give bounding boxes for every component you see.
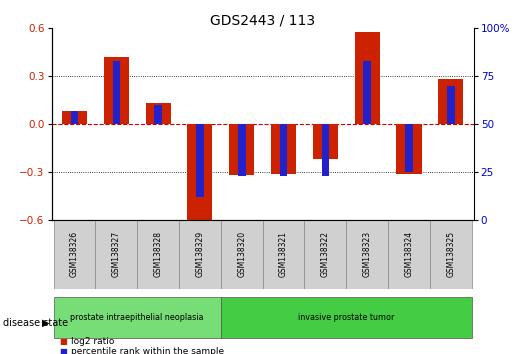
Bar (113, 61, 120, 124)
Bar (62, 112, 87, 124)
Bar (388, 220, 430, 289)
Bar (71, 111, 78, 124)
Text: prostate intraepithelial neoplasia: prostate intraepithelial neoplasia (71, 313, 204, 322)
Bar (95, 220, 137, 289)
Bar (447, 86, 455, 124)
Bar (137, 220, 179, 289)
Bar (364, 61, 371, 124)
Bar (238, 124, 246, 176)
Text: ▶: ▶ (42, 318, 50, 328)
Bar (397, 124, 422, 174)
Bar (221, 220, 263, 289)
Bar (430, 220, 472, 289)
Text: GSM138325: GSM138325 (447, 232, 455, 278)
Bar (304, 220, 346, 289)
Bar (405, 124, 413, 172)
Text: GSM138323: GSM138323 (363, 232, 372, 278)
Text: GSM138327: GSM138327 (112, 232, 121, 278)
Bar (263, 220, 304, 289)
Bar (196, 124, 204, 197)
Title: GDS2443 / 113: GDS2443 / 113 (210, 13, 315, 27)
Bar (154, 105, 162, 124)
Text: GSM138322: GSM138322 (321, 232, 330, 278)
Bar (146, 103, 170, 124)
Text: GSM138324: GSM138324 (404, 232, 414, 278)
Bar (355, 32, 380, 124)
Bar (54, 220, 95, 289)
Bar (229, 124, 254, 175)
Bar (54, 297, 221, 338)
Bar (271, 124, 296, 174)
Text: percentile rank within the sample: percentile rank within the sample (71, 347, 224, 354)
Bar (187, 124, 213, 223)
Text: GSM138326: GSM138326 (70, 232, 79, 278)
Bar (346, 220, 388, 289)
Text: ■: ■ (59, 337, 67, 346)
Bar (280, 124, 287, 176)
Bar (313, 124, 338, 159)
Bar (104, 57, 129, 124)
Text: disease state: disease state (3, 318, 67, 328)
Text: ■: ■ (59, 347, 67, 354)
Bar (321, 124, 329, 176)
Bar (221, 297, 472, 338)
Text: log2 ratio: log2 ratio (71, 337, 114, 346)
Text: GSM138329: GSM138329 (195, 232, 204, 278)
Text: GSM138320: GSM138320 (237, 232, 246, 278)
Text: GSM138328: GSM138328 (153, 232, 163, 278)
Bar (438, 80, 464, 124)
Text: GSM138321: GSM138321 (279, 232, 288, 278)
Text: invasive prostate tumor: invasive prostate tumor (298, 313, 394, 322)
Bar (179, 220, 221, 289)
